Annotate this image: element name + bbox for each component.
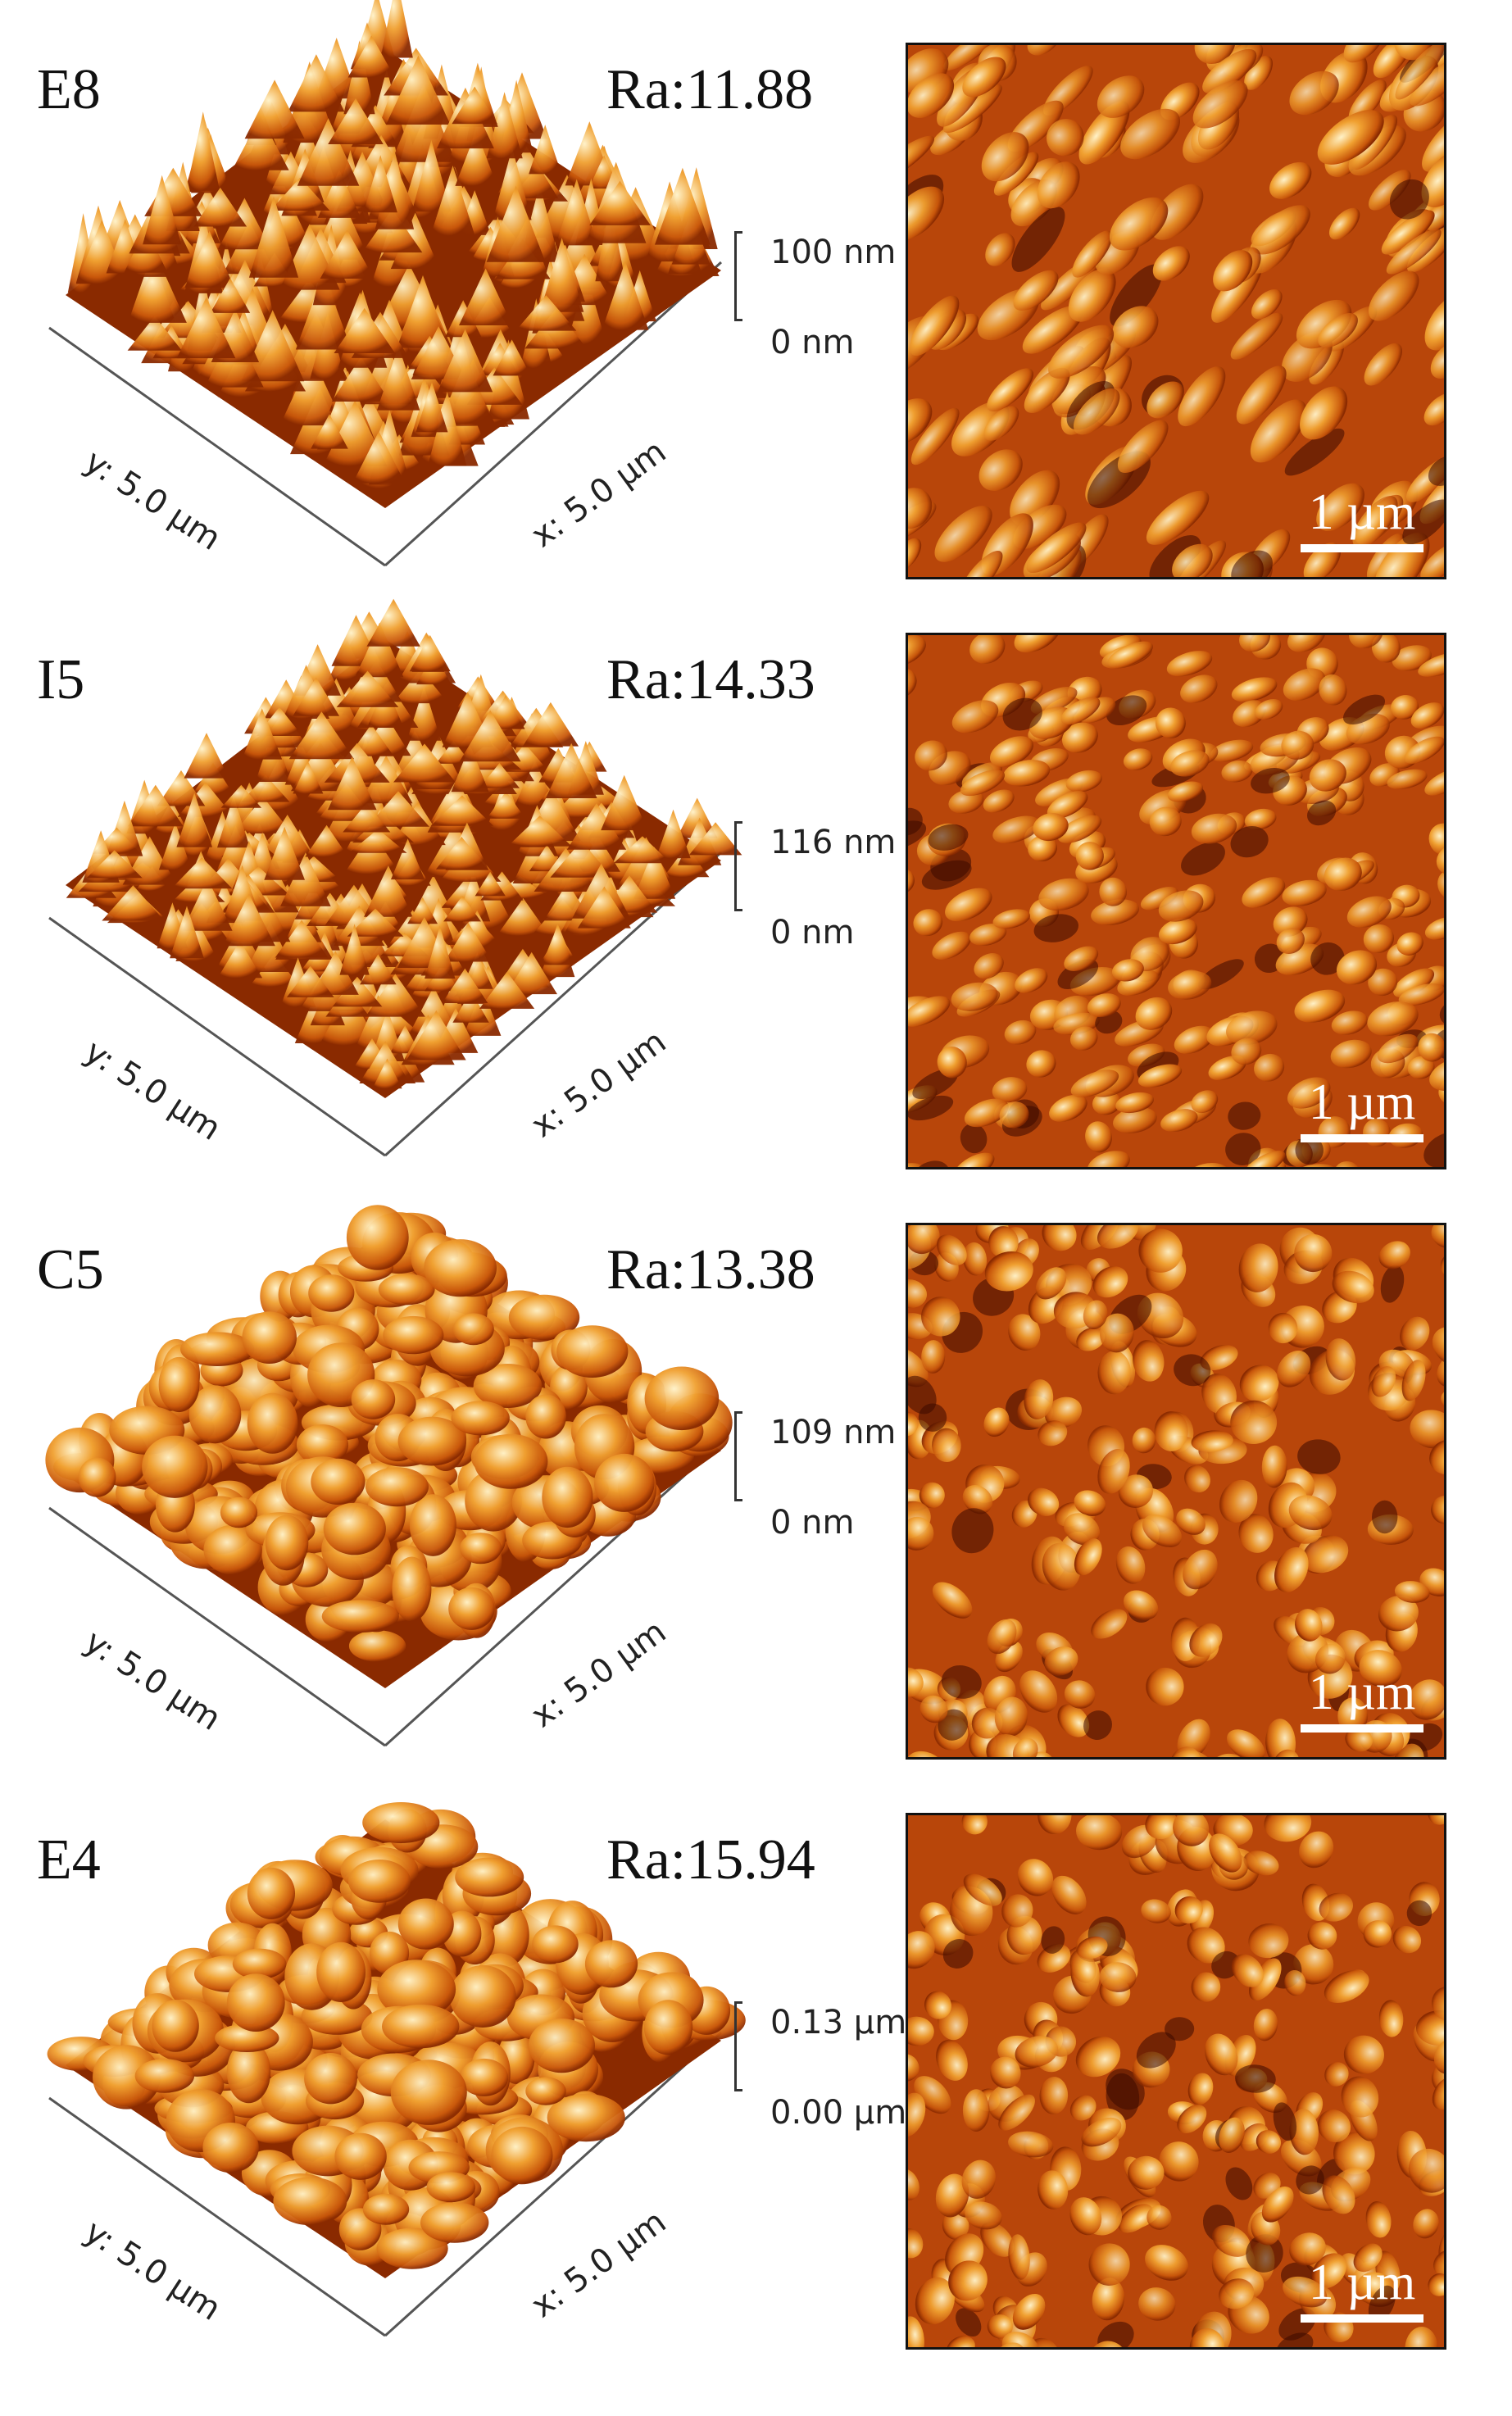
scale-bar: 1 µm xyxy=(1301,1667,1423,1733)
height-scale-bracket xyxy=(734,231,745,321)
afm-2d-topography: 1 µm xyxy=(906,43,1446,579)
sample-name: C5 xyxy=(37,1238,104,1301)
scale-bar: 1 µm xyxy=(1301,1077,1423,1142)
sample-name: E4 xyxy=(37,1828,101,1891)
scale-bar-label: 1 µm xyxy=(1308,2255,1416,2310)
height-max-label: 109 nm xyxy=(770,1414,897,1451)
scale-bar: 1 µm xyxy=(1301,2257,1423,2323)
afm-2d-topography: 1 µm xyxy=(906,633,1446,1169)
scale-bar-line xyxy=(1301,1134,1423,1142)
afm-2d-image xyxy=(908,1815,1444,2347)
height-scale-bracket xyxy=(734,1411,745,1501)
roughness-ra: Ra:15.94 xyxy=(606,1828,815,1891)
afm-3d-render xyxy=(48,598,742,1157)
height-max-label: 116 nm xyxy=(770,824,897,861)
afm-3d-surface xyxy=(0,0,942,590)
afm-3d-surface xyxy=(0,590,942,1180)
afm-3d-render xyxy=(48,0,723,567)
height-max-label: 0.13 µm xyxy=(770,2004,907,2041)
afm-3d-render xyxy=(47,1802,746,2337)
afm-2d-image xyxy=(908,45,1444,577)
height-min-label: 0 nm xyxy=(770,324,855,361)
height-scale-bracket xyxy=(734,821,745,911)
height-min-label: 0.00 µm xyxy=(770,2094,907,2132)
height-min-label: 0 nm xyxy=(770,1504,855,1542)
scale-bar-line xyxy=(1301,544,1423,552)
afm-row-e8: E8 Ra:11.88 100 nm 0 nm y: 5.0 µm x: 5.0… xyxy=(0,0,1512,590)
afm-2d-image xyxy=(908,1225,1444,1757)
afm-row-e4: E4 Ra:15.94 0.13 µm 0.00 µm y: 5.0 µm x:… xyxy=(0,1770,1512,2360)
afm-3d-surface xyxy=(0,1770,942,2360)
roughness-ra: Ra:14.33 xyxy=(606,648,815,711)
afm-3d-render xyxy=(45,1205,733,1747)
scale-bar-label: 1 µm xyxy=(1308,1074,1416,1130)
scale-bar-line xyxy=(1301,1724,1423,1733)
height-max-label: 100 nm xyxy=(770,234,897,271)
afm-row-c5: C5 Ra:13.38 109 nm 0 nm y: 5.0 µm x: 5.0… xyxy=(0,1180,1512,1770)
roughness-ra: Ra:11.88 xyxy=(606,58,814,121)
scale-bar-label: 1 µm xyxy=(1308,1664,1416,1720)
scale-bar: 1 µm xyxy=(1301,487,1423,552)
sample-name: I5 xyxy=(37,648,85,711)
height-min-label: 0 nm xyxy=(770,914,855,951)
scale-bar-label: 1 µm xyxy=(1308,484,1416,540)
afm-row-i5: I5 Ra:14.33 116 nm 0 nm y: 5.0 µm x: 5.0… xyxy=(0,590,1512,1180)
roughness-ra: Ra:13.38 xyxy=(606,1238,815,1301)
height-scale-bracket xyxy=(734,2001,745,2091)
afm-2d-image xyxy=(908,635,1444,1167)
afm-2d-topography: 1 µm xyxy=(906,1223,1446,1760)
sample-name: E8 xyxy=(37,58,101,121)
scale-bar-line xyxy=(1301,2314,1423,2323)
afm-2d-topography: 1 µm xyxy=(906,1813,1446,2350)
afm-3d-surface xyxy=(0,1180,942,1770)
